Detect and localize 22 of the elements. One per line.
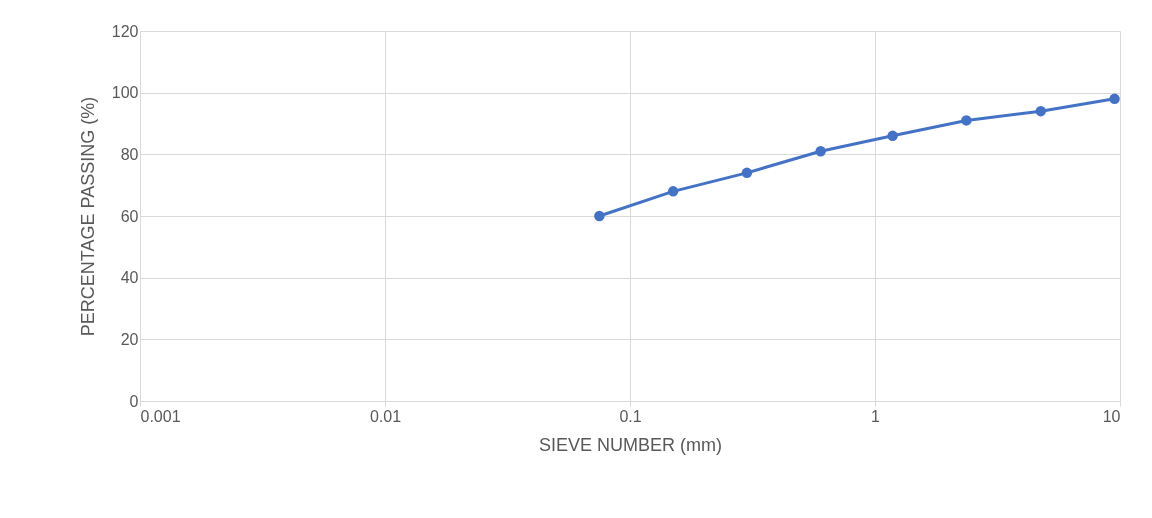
x-tick-label: 0.001: [140, 407, 181, 425]
point: [594, 210, 605, 222]
point: [1035, 105, 1047, 117]
point: [741, 167, 753, 179]
y-tick-label: 20: [120, 330, 139, 348]
y-tick-label: 80: [120, 145, 139, 163]
x-tick-label: 0.01: [369, 407, 402, 425]
point: [887, 130, 898, 142]
y-tick-label: 40: [120, 269, 139, 287]
x-tick-label: 10: [1102, 407, 1121, 425]
y-tick-label: 60: [120, 207, 139, 225]
point: [1109, 93, 1120, 105]
x-tick-label: 0.1: [619, 407, 642, 425]
x-tick-label: 1: [871, 407, 881, 425]
y-tick-label: 120: [111, 22, 139, 40]
point: [961, 115, 972, 126]
y-tick-label: 0: [129, 392, 139, 410]
point: [667, 186, 679, 197]
y-tick-label: 100: [111, 84, 139, 102]
y-axis-title: PERCENTAGE PASSING (%): [77, 96, 98, 337]
x-axis-title: SIEVE NUMBER (mm): [538, 434, 723, 455]
point: [815, 146, 826, 157]
